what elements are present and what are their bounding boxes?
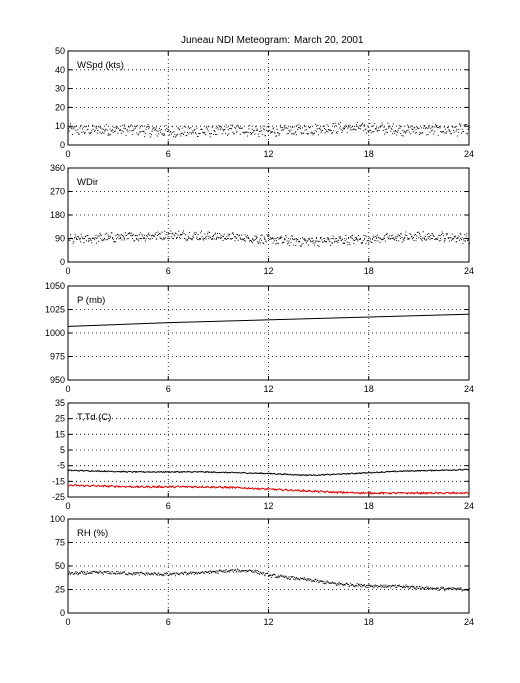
y-tick-label: 100 <box>50 514 65 524</box>
y-tick-label: 1050 <box>45 281 65 291</box>
panel-label: P (mb) <box>77 295 105 306</box>
x-tick-label: 6 <box>166 617 171 627</box>
panel-label: WDir <box>77 177 98 188</box>
x-tick-label: 18 <box>364 149 374 159</box>
x-tick-label: 0 <box>65 149 70 159</box>
y-tick-label: 10 <box>55 121 65 131</box>
panel-3: 0 6 12 18 24 950 975 1000 1025 1050 P (mb) <box>45 281 474 394</box>
series-1-line <box>67 468 470 477</box>
x-tick-label: 6 <box>166 384 171 394</box>
panel-1: 0 6 12 18 24 0 10 20 30 40 50 WSpd (kts) <box>55 46 474 159</box>
y-tick-label: 35 <box>55 398 65 408</box>
series-1-line <box>67 313 470 327</box>
y-tick-label: 1025 <box>45 305 65 315</box>
y-tick-label: -5 <box>57 461 65 471</box>
y-tick-label: 180 <box>50 210 65 220</box>
x-tick-label: 24 <box>464 617 474 627</box>
x-tick-label: 18 <box>364 384 374 394</box>
x-tick-label: 12 <box>263 149 273 159</box>
x-tick-label: 18 <box>364 266 374 276</box>
x-tick-label: 18 <box>364 617 374 627</box>
x-tick-label: 12 <box>263 617 273 627</box>
x-tick-label: 24 <box>464 266 474 276</box>
x-tick-label: 12 <box>263 266 273 276</box>
series-1-points <box>68 230 470 248</box>
x-tick-label: 0 <box>65 384 70 394</box>
y-tick-label: 50 <box>55 46 65 56</box>
y-tick-label: 20 <box>55 102 65 112</box>
y-tick-label: 75 <box>55 538 65 548</box>
x-tick-label: 6 <box>166 501 171 511</box>
y-tick-label: 975 <box>50 352 65 362</box>
panel-4: 0 6 12 18 24 -25 -15 -5 5 15 25 35 T,Td (C) <box>52 398 474 511</box>
figure-title: Juneau NDI Meteogram: <box>181 35 290 46</box>
x-tick-label: 6 <box>166 266 171 276</box>
y-tick-label: -15 <box>52 476 65 486</box>
x-tick-label: 0 <box>65 617 70 627</box>
series-1-points <box>68 121 470 138</box>
panel-label: T,Td (C) <box>77 412 111 423</box>
y-tick-label: 0 <box>60 257 65 267</box>
y-tick-label: 25 <box>55 585 65 595</box>
y-tick-label: 15 <box>55 429 65 439</box>
y-tick-label: 360 <box>50 163 65 173</box>
series-1-points <box>68 568 470 592</box>
series-2-line <box>67 484 470 496</box>
panel-label: RH (%) <box>77 528 108 539</box>
x-tick-label: 0 <box>65 266 70 276</box>
x-tick-label: 24 <box>464 149 474 159</box>
panel-5: 0 6 12 18 24 0 25 50 75 100 RH (%) <box>50 514 474 627</box>
y-tick-label: 1000 <box>45 328 65 338</box>
x-tick-label: 24 <box>464 501 474 511</box>
y-tick-label: 5 <box>60 445 65 455</box>
axes-frame <box>67 50 470 146</box>
y-tick-label: 0 <box>60 608 65 618</box>
y-tick-label: 0 <box>60 140 65 150</box>
x-tick-label: 12 <box>263 501 273 511</box>
x-tick-label: 24 <box>464 384 474 394</box>
y-tick-label: 270 <box>50 187 65 197</box>
x-tick-label: 12 <box>263 384 273 394</box>
y-tick-label: 40 <box>55 65 65 75</box>
y-tick-label: 950 <box>50 375 65 385</box>
x-tick-label: 0 <box>65 501 70 511</box>
y-tick-label: 30 <box>55 84 65 94</box>
y-tick-label: -25 <box>52 492 65 502</box>
panel-label: WSpd (kts) <box>77 60 124 71</box>
y-tick-label: 90 <box>55 234 65 244</box>
y-tick-label: 25 <box>55 414 65 424</box>
y-tick-label: 50 <box>55 561 65 571</box>
figure-date: March 20, 2001 <box>294 35 364 46</box>
x-tick-label: 18 <box>364 501 374 511</box>
panel-2: 0 6 12 18 24 0 90 180 270 360 WDir <box>50 163 474 276</box>
x-tick-label: 6 <box>166 149 171 159</box>
